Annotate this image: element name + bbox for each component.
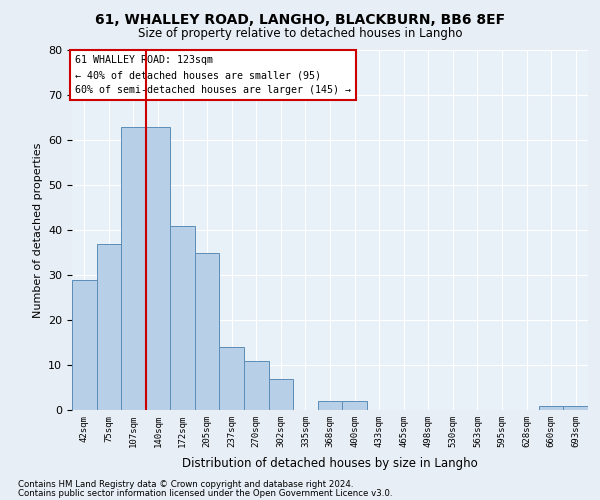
Bar xyxy=(121,126,146,410)
Bar xyxy=(539,406,563,410)
Y-axis label: Number of detached properties: Number of detached properties xyxy=(32,142,43,318)
Bar xyxy=(318,401,342,410)
Text: Contains public sector information licensed under the Open Government Licence v3: Contains public sector information licen… xyxy=(18,489,392,498)
Text: Size of property relative to detached houses in Langho: Size of property relative to detached ho… xyxy=(138,28,462,40)
Text: 61, WHALLEY ROAD, LANGHO, BLACKBURN, BB6 8EF: 61, WHALLEY ROAD, LANGHO, BLACKBURN, BB6… xyxy=(95,12,505,26)
Bar xyxy=(195,252,220,410)
Bar xyxy=(269,378,293,410)
Bar xyxy=(97,244,121,410)
Bar xyxy=(220,347,244,410)
Bar xyxy=(170,226,195,410)
Bar xyxy=(563,406,588,410)
Text: Distribution of detached houses by size in Langho: Distribution of detached houses by size … xyxy=(182,458,478,470)
Bar xyxy=(244,360,269,410)
Bar xyxy=(72,280,97,410)
Text: Contains HM Land Registry data © Crown copyright and database right 2024.: Contains HM Land Registry data © Crown c… xyxy=(18,480,353,489)
Bar xyxy=(342,401,367,410)
Bar xyxy=(146,126,170,410)
Text: 61 WHALLEY ROAD: 123sqm
← 40% of detached houses are smaller (95)
60% of semi-de: 61 WHALLEY ROAD: 123sqm ← 40% of detache… xyxy=(74,56,350,95)
